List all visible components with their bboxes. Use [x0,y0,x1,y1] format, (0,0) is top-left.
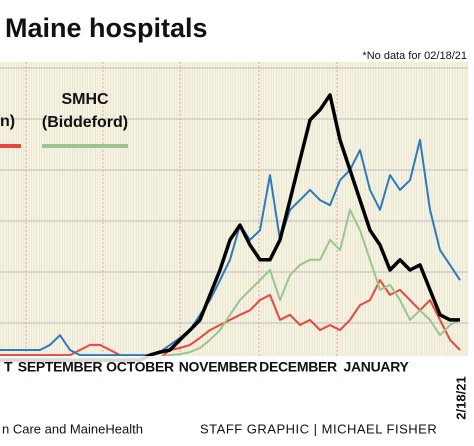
end-label: 2/18/21 [453,376,468,419]
month-labels: T SEPTEMBER OCTOBER NOVEMBER DECEMBER JANUARY [4,359,410,375]
plot-background [0,62,468,356]
series-line [0,279,461,360]
month-label: SEPTEMBER [18,359,103,375]
legend-label: n) [0,113,15,130]
day-grid [0,62,468,356]
month-separators [25,62,338,380]
month-band [0,356,474,380]
legend-label: SMHC (Biddeford) [42,91,128,131]
month-label: NOVEMBER [179,359,258,375]
month-label: OCTOBER [106,359,174,375]
note: *No data for 02/18/21 [362,50,467,62]
month-label: DECEMBER [259,359,337,375]
value-grid [0,67,468,324]
month-label: T [4,359,13,375]
chart-title: Maine hospitals [5,13,208,43]
source: n Care and MaineHealth [2,421,143,436]
legend: n) SMHC (Biddeford) [0,91,128,148]
month-label: JANUARY [343,359,409,375]
credit: STAFF GRAPHIC | MICHAEL FISHER [200,421,437,436]
series-line [0,138,461,357]
